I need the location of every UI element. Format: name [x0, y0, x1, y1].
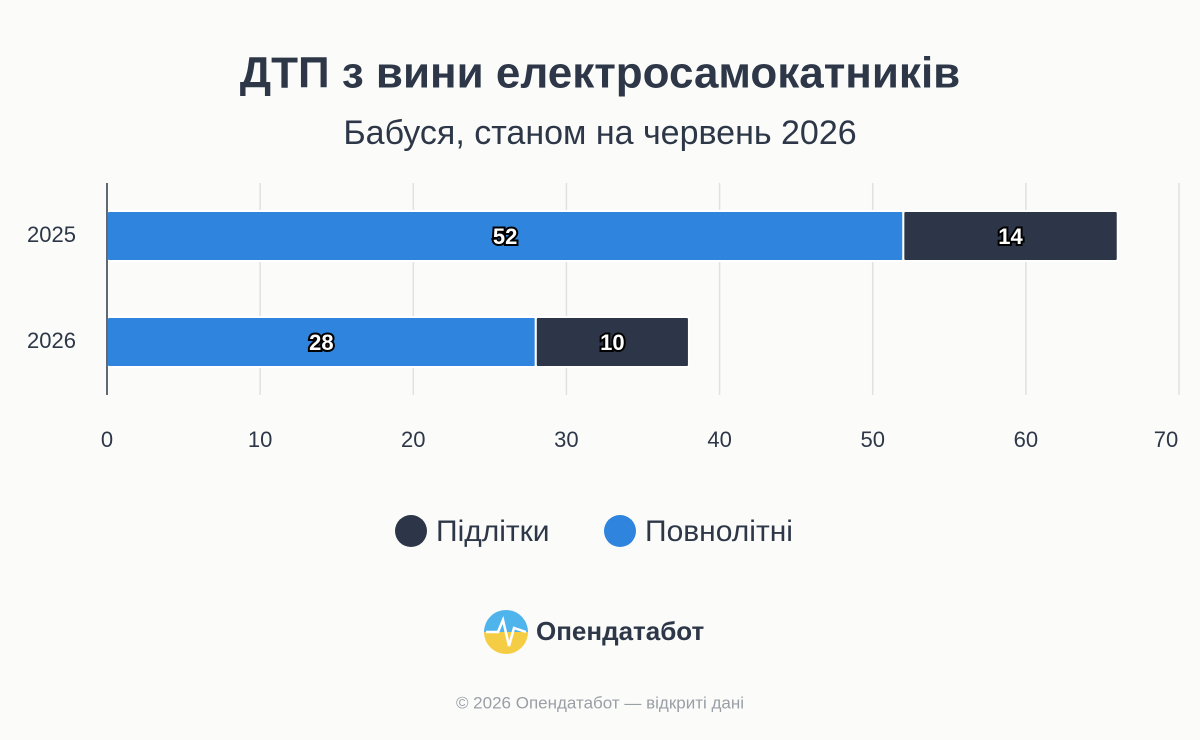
legend-swatch — [395, 515, 427, 547]
footer: © 2026 Опендатабот — відкриті дані — [456, 693, 744, 712]
x-tick-label: 50 — [860, 427, 884, 452]
data-label: 52 — [493, 224, 517, 249]
x-tick-label: 70 — [1154, 427, 1178, 452]
x-tick-label: 20 — [401, 427, 425, 452]
x-tick-label: 30 — [554, 427, 578, 452]
logo-text: Опендатабот — [536, 616, 705, 646]
chart-title: ДТП з вини електросамокатників — [240, 49, 960, 98]
x-tick-label: 60 — [1014, 427, 1038, 452]
bar-segment — [902, 210, 1119, 262]
y-tick-label: 2025 — [27, 222, 76, 247]
logo: Опендатабот — [484, 610, 705, 654]
y-tick-label: 2026 — [27, 328, 76, 353]
chart-subtitle: Бабуся, станом на червень 2026 — [343, 114, 856, 152]
logo-pulse — [486, 615, 527, 647]
data-label: 28 — [309, 330, 333, 355]
data-label: 10 — [600, 330, 624, 355]
legend-label: Підлітки — [436, 515, 550, 548]
legend-label: Повнолітні — [645, 515, 793, 548]
bar-segment — [534, 316, 690, 368]
legend-swatch — [604, 515, 636, 547]
data-label: 14 — [998, 224, 1023, 249]
x-tick-label: 40 — [707, 427, 731, 452]
x-tick-label: 0 — [101, 427, 113, 452]
x-tick-label: 10 — [248, 427, 272, 452]
